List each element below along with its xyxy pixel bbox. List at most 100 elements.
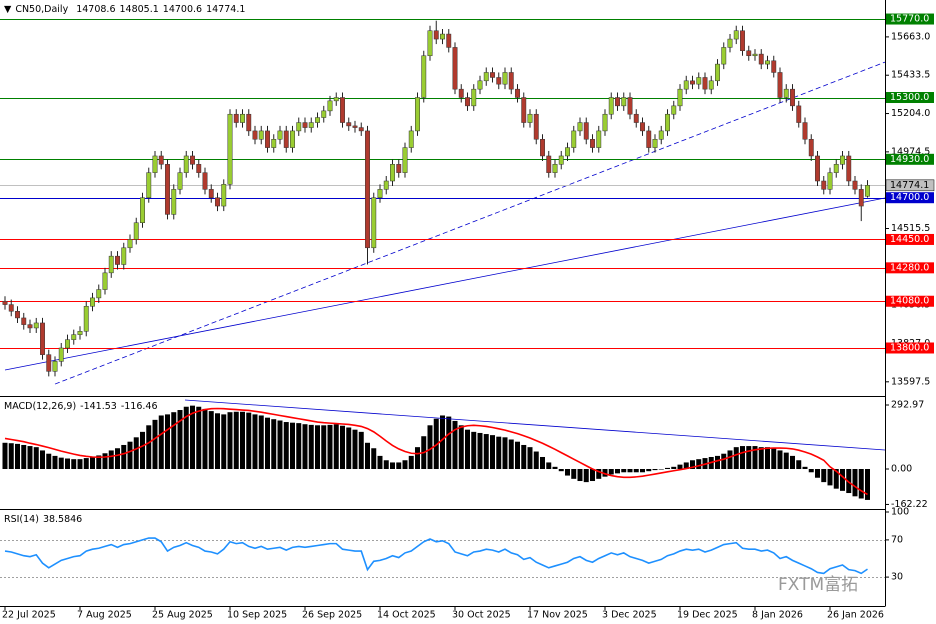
macd-bar [558, 469, 564, 472]
candle-body [308, 122, 314, 128]
x-tick-label: 10 Sep 2025 [227, 610, 287, 621]
macd-bar [383, 460, 389, 470]
macd-bar [571, 469, 577, 479]
candle-body [158, 155, 164, 165]
candle-body [602, 113, 608, 132]
candle-body [46, 354, 52, 372]
macd-bar [508, 439, 514, 470]
macd-bar [865, 469, 870, 500]
candle-body [833, 164, 839, 173]
candle-body [440, 33, 445, 40]
candle-body [171, 189, 177, 215]
candle-body [865, 185, 870, 197]
macd-bar [615, 469, 620, 474]
candle-body [327, 100, 333, 112]
macd-bar [240, 411, 245, 470]
candle-body [140, 197, 145, 224]
macd-bar [515, 441, 520, 470]
macd-bar [365, 442, 370, 470]
candle-body [415, 97, 420, 132]
candle-body [583, 122, 589, 140]
candle-body [190, 155, 195, 165]
candle-body [333, 97, 339, 102]
candle-body [315, 117, 320, 123]
macd-bar [277, 420, 283, 470]
candle-body [21, 317, 27, 325]
macd-bar [327, 424, 333, 470]
candle-body [565, 147, 570, 157]
macd-bar [727, 450, 733, 470]
y-tick-label: -162.22 [891, 499, 928, 510]
macd-bar [215, 413, 220, 470]
level-label-bg [886, 262, 934, 274]
candle-body [271, 139, 277, 148]
candle-body [802, 122, 808, 140]
macd-bar [133, 437, 139, 470]
macd-bar [808, 469, 814, 473]
y-tick-label: 13597.5 [891, 376, 930, 387]
candle-body [608, 97, 614, 115]
candle-body [571, 130, 577, 148]
macd-bar [496, 436, 502, 470]
macd-bar [665, 467, 670, 470]
candle-body [233, 113, 239, 123]
candle-body [852, 180, 858, 190]
candle-body [27, 324, 33, 329]
macd-bar [596, 469, 602, 479]
rsi-line [4, 537, 868, 575]
macd-bar [633, 469, 639, 473]
macd-bar [765, 447, 770, 470]
plot-layer: 13597.513827.014056.514286.014515.514974… [0, 14, 935, 621]
level-label-bg [886, 153, 934, 165]
macd-bar [102, 453, 108, 470]
header-arrow: ▼ [4, 4, 12, 15]
rsi-label: RSI(14) [4, 514, 39, 525]
macd-bar [296, 423, 302, 470]
candle-body [83, 305, 89, 332]
candle-body [633, 113, 639, 123]
candle-body [427, 30, 433, 57]
macd-bar [408, 455, 414, 470]
candle-body [508, 72, 514, 90]
candle-body [783, 88, 789, 98]
level-label: 14450.0 [890, 234, 929, 245]
candle-body [377, 189, 383, 198]
macd-bar [796, 460, 802, 470]
y-tick-label: 100 [891, 507, 909, 518]
candle-body [746, 50, 752, 57]
candle-body [771, 60, 777, 73]
candle-body [246, 113, 252, 132]
candle-body [290, 130, 295, 148]
macd-bar [433, 418, 439, 470]
candle-body [65, 339, 70, 349]
candle-body [183, 155, 189, 173]
y-tick-label: 30 [891, 572, 903, 583]
macd-trendline [184, 399, 886, 451]
macd-bar [321, 425, 327, 470]
candle-body [558, 155, 564, 165]
macd-bar [852, 469, 858, 497]
macd-bar [227, 412, 233, 470]
macd-bar [465, 429, 470, 470]
candle-body [483, 72, 489, 82]
macd-bar [546, 462, 552, 470]
macd-bar [340, 425, 345, 470]
macd-bar [208, 411, 214, 470]
candle-body [521, 97, 527, 123]
macd-bar [833, 469, 839, 489]
macd-bar [446, 416, 452, 470]
level-label-bg [886, 192, 934, 204]
candle-body [165, 164, 170, 215]
candle-body [577, 122, 583, 132]
y-tick-label: 70 [891, 534, 903, 545]
macd-bar [233, 411, 239, 470]
macd-label: MACD(12,26,9) [4, 401, 76, 412]
macd-bar [671, 466, 677, 470]
candle-body [733, 30, 739, 40]
macd-bar [790, 455, 795, 470]
macd-bar [540, 456, 545, 470]
level-label-bg [886, 342, 934, 354]
candle-body [696, 77, 702, 85]
macd-bar [265, 417, 270, 470]
